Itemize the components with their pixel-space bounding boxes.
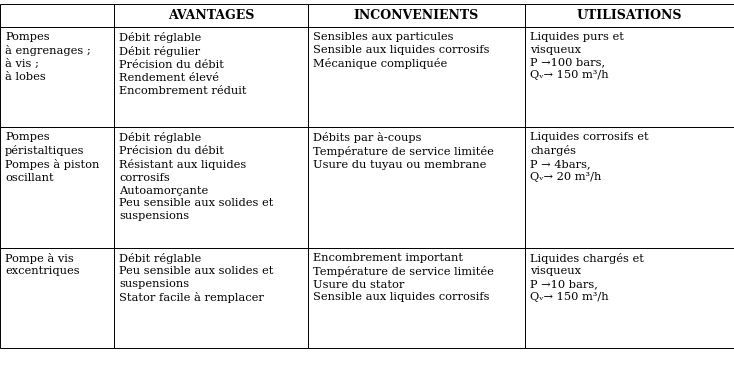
Bar: [525, 248, 734, 348]
Text: UTILISATIONS: UTILISATIONS: [577, 9, 682, 22]
Bar: [308, 27, 525, 127]
Text: Pompes
péristaltiques
Pompes à piston
oscillant: Pompes péristaltiques Pompes à piston os…: [5, 132, 100, 183]
Text: Pompes
à engrenages ;
à vis ;
à lobes: Pompes à engrenages ; à vis ; à lobes: [5, 32, 91, 82]
Bar: [114, 127, 308, 248]
Text: Débit réglable
Peu sensible aux solides et
suspensions
Stator facile à remplacer: Débit réglable Peu sensible aux solides …: [119, 253, 273, 303]
Text: Encombrement important
Température de service limitée
Usure du stator
Sensible a: Encombrement important Température de se…: [313, 253, 494, 302]
Text: Pompe à vis
excentriques: Pompe à vis excentriques: [5, 253, 80, 276]
Text: Sensibles aux particules
Sensible aux liquides corrosifs
Mécanique compliquée: Sensibles aux particules Sensible aux li…: [313, 32, 490, 69]
Text: Liquides corrosifs et
chargés
P → 4bars,
Qᵥ→ 20 m³/h: Liquides corrosifs et chargés P → 4bars,…: [530, 132, 649, 182]
Bar: [114, 4, 308, 27]
Bar: [308, 248, 525, 348]
Bar: [525, 4, 734, 27]
Bar: [0, 4, 114, 27]
Text: Débit réglable
Débit régulier
Précision du débit
Rendement élevé
Encombrement ré: Débit réglable Débit régulier Précision …: [119, 32, 247, 96]
Bar: [308, 127, 525, 248]
Text: Liquides purs et
visqueux
P →100 bars,
Qᵥ→ 150 m³/h: Liquides purs et visqueux P →100 bars, Q…: [530, 32, 624, 80]
Bar: [0, 27, 114, 127]
Bar: [308, 4, 525, 27]
Bar: [525, 127, 734, 248]
Bar: [114, 248, 308, 348]
Bar: [0, 248, 114, 348]
Bar: [0, 127, 114, 248]
Text: AVANTAGES: AVANTAGES: [168, 9, 254, 22]
Bar: [525, 27, 734, 127]
Text: Débits par à-coups
Température de service limitée
Usure du tuyau ou membrane: Débits par à-coups Température de servic…: [313, 132, 494, 170]
Text: INCONVENIENTS: INCONVENIENTS: [354, 9, 479, 22]
Text: Liquides chargés et
visqueux
P →10 bars,
Qᵥ→ 150 m³/h: Liquides chargés et visqueux P →10 bars,…: [530, 253, 644, 302]
Text: Débit réglable
Précision du débit
Résistant aux liquides
corrosifs
Autoamorçante: Débit réglable Précision du débit Résist…: [119, 132, 273, 221]
Bar: [114, 27, 308, 127]
